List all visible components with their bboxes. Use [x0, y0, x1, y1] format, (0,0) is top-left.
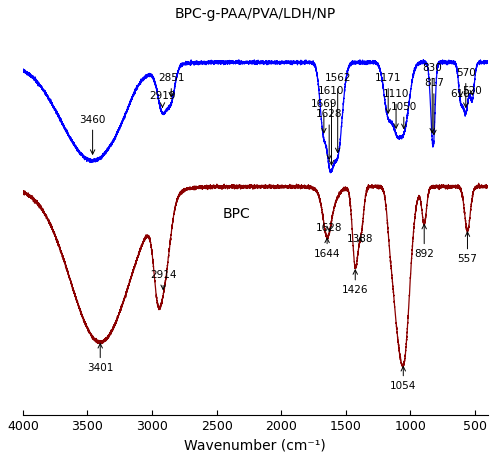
Text: 570: 570	[456, 68, 476, 107]
Title: BPC-g-PAA/PVA/LDH/NP: BPC-g-PAA/PVA/LDH/NP	[175, 7, 336, 21]
Text: 1050: 1050	[391, 101, 417, 129]
Text: 830: 830	[422, 63, 442, 133]
Text: 2919: 2919	[149, 91, 176, 107]
Text: 1388: 1388	[347, 234, 373, 244]
Text: 817: 817	[424, 78, 444, 134]
Text: 1669: 1669	[310, 99, 337, 133]
Text: 557: 557	[457, 232, 477, 264]
Text: 1171: 1171	[375, 73, 401, 113]
Text: 610: 610	[451, 89, 471, 99]
Text: 1628: 1628	[316, 224, 342, 233]
Text: 1426: 1426	[342, 270, 369, 296]
Text: 3401: 3401	[87, 344, 114, 373]
Text: 1628: 1628	[316, 109, 342, 159]
Text: 1110: 1110	[383, 89, 409, 128]
Text: 1054: 1054	[390, 367, 417, 392]
Text: 520: 520	[462, 86, 482, 96]
Text: 892: 892	[414, 224, 434, 259]
Text: 2851: 2851	[158, 73, 185, 97]
Text: 1644: 1644	[314, 238, 340, 259]
Text: BPC: BPC	[223, 207, 251, 221]
Text: 1562: 1562	[324, 73, 351, 152]
X-axis label: Wavenumber (cm⁻¹): Wavenumber (cm⁻¹)	[185, 438, 326, 452]
Text: 2914: 2914	[150, 270, 177, 290]
Text: 3460: 3460	[79, 115, 106, 154]
Text: 1610: 1610	[318, 86, 345, 165]
